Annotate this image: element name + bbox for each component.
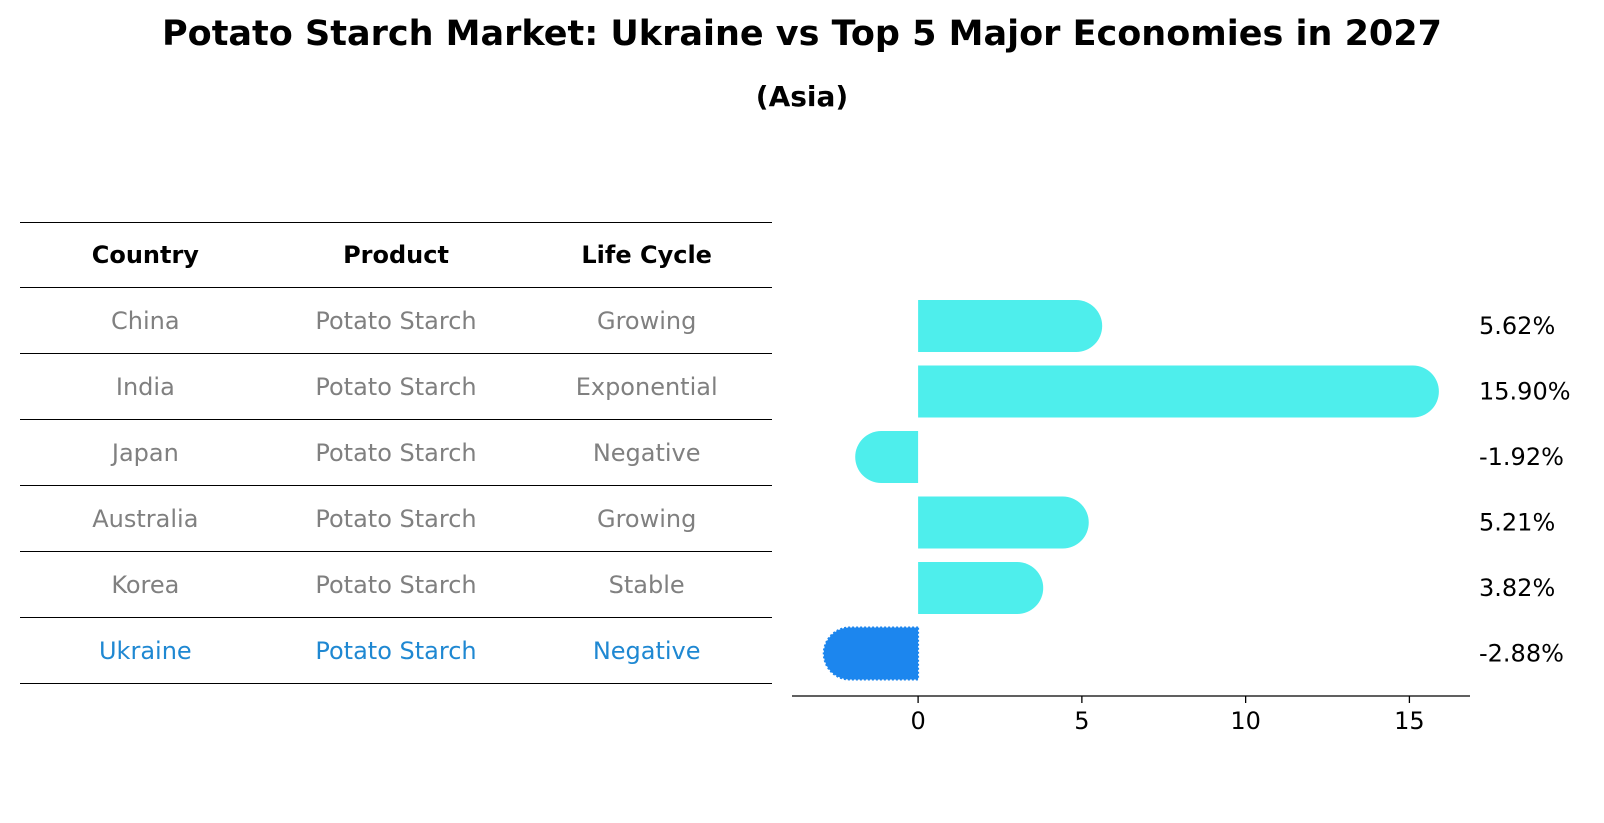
cell-life-cycle: Growing <box>596 306 697 335</box>
cell-country: Japan <box>111 438 179 467</box>
cell-product: Potato Starch <box>315 636 477 665</box>
bar-highlight <box>822 626 920 681</box>
cell-country: India <box>115 372 175 401</box>
cell-product: Potato Starch <box>315 504 477 533</box>
x-tick-label: 15 <box>1394 707 1425 735</box>
chart-subtitle: (Asia) <box>755 80 849 113</box>
cell-product: Potato Starch <box>315 306 477 335</box>
value-label: 5.21% <box>1479 509 1555 537</box>
header-life-cycle: Life Cycle <box>581 241 712 269</box>
cell-country: Australia <box>92 504 199 533</box>
table-row: India Potato Starch Exponential <box>20 354 772 420</box>
cell-life-cycle: Negative <box>592 636 701 665</box>
cell-life-cycle: Exponential <box>575 372 718 401</box>
x-tick-label: 5 <box>1074 707 1089 735</box>
cell-life-cycle: Negative <box>592 438 701 467</box>
table-row-highlight: Ukraine Potato Starch Negative <box>20 618 772 684</box>
table-row: Japan Potato Starch Negative <box>20 420 772 486</box>
chart-title: Potato Starch Market: Ukraine vs Top 5 M… <box>162 14 1442 54</box>
cell-life-cycle: Stable <box>608 570 685 599</box>
cell-life-cycle: Growing <box>596 504 697 533</box>
header-product: Product <box>343 241 449 269</box>
bar <box>918 365 1439 418</box>
cell-product: Potato Starch <box>315 570 477 599</box>
value-label: -1.92% <box>1479 443 1564 471</box>
value-label: 3.82% <box>1479 574 1555 602</box>
cell-product: Potato Starch <box>315 438 477 467</box>
bar <box>918 300 1103 352</box>
value-label: -2.88% <box>1479 640 1564 668</box>
x-tick-label: 0 <box>910 707 925 735</box>
value-label: 5.62% <box>1479 312 1555 340</box>
bar <box>918 562 1044 614</box>
cell-country: Ukraine <box>98 636 192 665</box>
cell-product: Potato Starch <box>315 372 477 401</box>
header-country: Country <box>91 241 199 269</box>
x-tick-label: 10 <box>1230 707 1261 735</box>
cell-country: Korea <box>111 570 180 599</box>
table-row: Australia Potato Starch Growing <box>20 486 772 552</box>
table-row: China Potato Starch Growing <box>20 288 772 354</box>
bar <box>918 496 1089 549</box>
bar <box>855 431 919 483</box>
market-table: Country Product Life Cycle China Potato … <box>20 222 772 684</box>
cell-country: China <box>111 306 180 335</box>
table-header-row: Country Product Life Cycle <box>20 222 772 288</box>
value-label: 15.90% <box>1479 378 1571 406</box>
table-row: Korea Potato Starch Stable <box>20 552 772 618</box>
